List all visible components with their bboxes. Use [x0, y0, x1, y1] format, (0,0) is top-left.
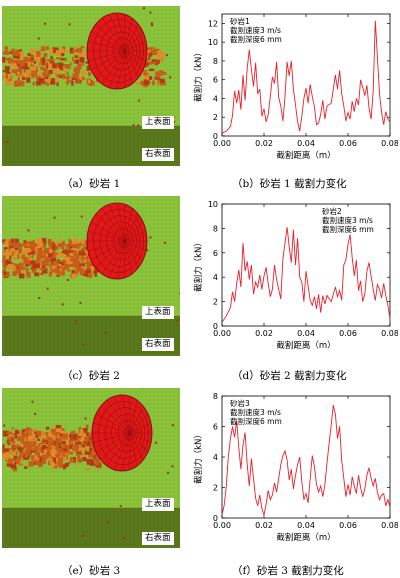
legend-line: 砂岩3	[230, 398, 250, 408]
x-tick-label: 0.00	[213, 329, 231, 338]
y-tick-label: 8	[213, 224, 218, 233]
legend-line: 截割速度3 m/s	[230, 407, 281, 417]
simulation-image-1: 上表面 右表面	[2, 6, 180, 166]
simulation-image-2: 上表面 右表面	[2, 196, 180, 356]
cutting-force-line	[221, 20, 391, 134]
x-tick-label: 0.02	[255, 329, 273, 338]
sim-caption-1: （a）砂岩 1	[62, 178, 121, 190]
sim-caption-3: （e）砂岩 3	[62, 565, 121, 577]
y-tick-label: 2	[213, 298, 218, 307]
x-tick-label: 0.00	[213, 521, 231, 530]
x-tick-label: 0.00	[213, 139, 231, 148]
legend-line: 截割深度6 mm	[322, 224, 374, 234]
y-tick-label: 4	[213, 453, 218, 462]
cutting-force-plot-2: 0.00 0.02 0.04 0.06 0.08 0 2 4 6 8 10 截割距离（m） 截割力（kN…	[190, 196, 398, 358]
y-tick-label: 8	[213, 392, 218, 401]
x-axis-label: 截割距离（m）	[276, 150, 335, 161]
rock-cutting-simulation	[2, 196, 180, 356]
legend-line: 砂岩2	[322, 206, 342, 216]
y-axis-label: 截割力（kN）	[193, 430, 204, 484]
y-tick-label: 6	[213, 76, 218, 85]
cutting-pick	[86, 12, 148, 90]
y-tick-label: 6	[213, 249, 218, 258]
right-surface-label: 右表面	[142, 148, 174, 161]
x-tick-label: 0.04	[297, 329, 315, 338]
y-tick-label: 12	[208, 19, 218, 28]
simulation-image-3: 上表面 右表面	[2, 388, 180, 548]
x-tick-label: 0.08	[381, 521, 398, 530]
mesh-grid-lower	[2, 125, 180, 166]
legend-line: 截割速度3 m/s	[322, 215, 373, 225]
top-surface-label: 上表面	[142, 306, 174, 319]
y-tick-label: 2	[213, 484, 218, 493]
x-tick-label: 0.06	[339, 521, 357, 530]
rock-fragments	[2, 215, 180, 346]
plot-frame	[221, 395, 391, 519]
top-surface-label: 上表面	[142, 498, 174, 511]
y-axis-label: 截割力（kN）	[193, 48, 204, 102]
right-surface-label: 右表面	[142, 338, 174, 351]
plot-frame	[221, 13, 391, 137]
cutting-pick	[86, 202, 148, 280]
plot-caption-1: （b）砂岩 1 截割力变化	[232, 178, 347, 190]
top-surface-label: 上表面	[142, 116, 174, 129]
cutting-force-line	[221, 227, 391, 323]
y-tick-label: 2	[213, 113, 218, 122]
x-axis-label: 截割距离（m）	[276, 340, 335, 351]
cutting-pick	[91, 394, 153, 472]
y-tick-label: 10	[208, 38, 218, 47]
x-tick-label: 0.06	[339, 139, 357, 148]
figure-row-3: 上表面 右表面 0.00 0.02 0.04 0.06 0.08 0 2 4 6 8 截割距离（m）…	[0, 388, 400, 578]
legend-line: 砂岩1	[230, 16, 250, 26]
y-tick-label: 8	[213, 57, 218, 66]
rock-fragments	[2, 396, 174, 540]
plot-frame	[221, 203, 391, 327]
rock-cutting-simulation	[2, 388, 180, 548]
mesh-grid-lower	[2, 315, 180, 356]
legend-line: 截割速度3 m/s	[230, 25, 281, 35]
y-tick-label: 4	[213, 273, 218, 282]
y-tick-label: 0	[213, 322, 218, 331]
x-tick-label: 0.02	[255, 521, 273, 530]
sim-caption-2: （c）砂岩 2	[62, 370, 120, 382]
figure-row-2: 上表面 右表面 0.00 0.02 0.04 0.06 0.08 0 2 4 6 8 10 截割距离（…	[0, 196, 400, 384]
figure-row-1: 上表面 右表面 0.00 0.02 0.04 0.06 0.08 0 2 4 6 8 10 12 截割距…	[0, 6, 400, 194]
y-tick-label: 0	[213, 514, 218, 523]
y-tick-label: 6	[213, 423, 218, 432]
cutting-force-plot-1: 0.00 0.02 0.04 0.06 0.08 0 2 4 6 8 10 12 截割距离（m） 截割力（…	[190, 6, 398, 168]
x-tick-label: 0.04	[297, 521, 315, 530]
plot-caption-2: （d）砂岩 2 截割力变化	[232, 370, 347, 382]
x-tick-label: 0.08	[381, 329, 398, 338]
x-tick-label: 0.08	[381, 139, 398, 148]
x-tick-label: 0.06	[339, 329, 357, 338]
cutting-force-line	[221, 404, 391, 517]
y-tick-label: 4	[213, 94, 218, 103]
y-tick-label: 10	[208, 200, 218, 209]
legend-line: 截割深度6 mm	[230, 416, 282, 426]
x-axis-label: 截割距离（m）	[276, 532, 335, 543]
x-tick-label: 0.04	[297, 139, 315, 148]
right-surface-label: 右表面	[142, 532, 174, 545]
y-axis-label: 截割力（kN）	[193, 238, 204, 292]
cutting-force-plot-3: 0.00 0.02 0.04 0.06 0.08 0 2 4 6 8 截割距离（m） 截割力（kN） 砂…	[190, 388, 398, 550]
x-tick-label: 0.02	[255, 139, 273, 148]
y-tick-label: 0	[213, 132, 218, 141]
rock-cutting-simulation	[2, 6, 180, 166]
plot-caption-3: （f）砂岩 3 截割力变化	[232, 565, 344, 577]
legend-line: 截割深度6 mm	[230, 34, 282, 44]
